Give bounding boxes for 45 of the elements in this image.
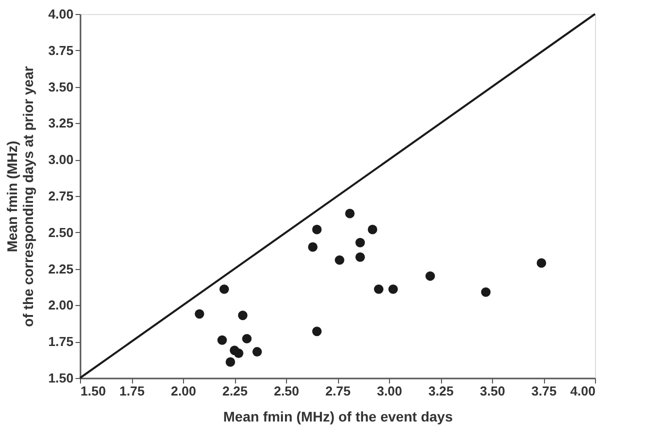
x-tick-label: 1.75	[119, 384, 145, 398]
y-tick-label: 3.25	[48, 116, 74, 131]
point	[219, 284, 229, 294]
point	[194, 309, 204, 319]
point	[368, 224, 378, 234]
x-tick-label: 2.25	[222, 384, 248, 398]
y-tick-label: 2.25	[48, 261, 74, 276]
point	[374, 284, 384, 294]
y-tick-label: 2.75	[48, 188, 74, 204]
point	[355, 252, 365, 262]
point	[481, 287, 491, 297]
x-tick-label: 2.50	[274, 384, 300, 398]
x-tick-label: 4.00	[570, 384, 596, 398]
point	[238, 310, 248, 320]
point	[234, 348, 244, 358]
x-tick-label: 3.75	[531, 384, 557, 398]
point	[425, 271, 435, 281]
y-tick-label: 1.50	[48, 370, 74, 386]
point	[388, 284, 398, 294]
y-tick-label: 4.00	[48, 6, 74, 22]
point	[312, 326, 322, 336]
point	[242, 334, 252, 344]
y-tick-label: 3.75	[48, 42, 74, 58]
y-tick-label: 2.00	[48, 298, 74, 313]
point	[252, 347, 262, 357]
x-tick-label: 2.00	[170, 384, 196, 398]
x-tick-label: 3.50	[480, 384, 506, 398]
point	[334, 255, 344, 265]
x-tick-label: 3.00	[376, 384, 402, 398]
point	[536, 258, 546, 268]
point	[312, 224, 322, 234]
point	[355, 238, 365, 248]
x-tick-label: 2.75	[325, 384, 351, 398]
point	[345, 208, 355, 218]
y-tick-label: 2.50	[48, 224, 74, 240]
y-tick-label: 1.75	[48, 334, 74, 350]
x-tick-label: 1.50	[80, 384, 106, 398]
y-tick-label: 3.00	[48, 152, 74, 168]
point	[308, 242, 318, 252]
x-tick-label: 3.25	[428, 384, 454, 398]
point	[226, 357, 236, 367]
x-axis-title: Mean fmin (MHz) of the event days	[223, 408, 453, 424]
y-tick-label: 3.50	[48, 79, 74, 94]
y-axis-title: Mean fmin (MHz) of the corresponding days at prior year	[4, 66, 36, 327]
point	[217, 335, 227, 345]
